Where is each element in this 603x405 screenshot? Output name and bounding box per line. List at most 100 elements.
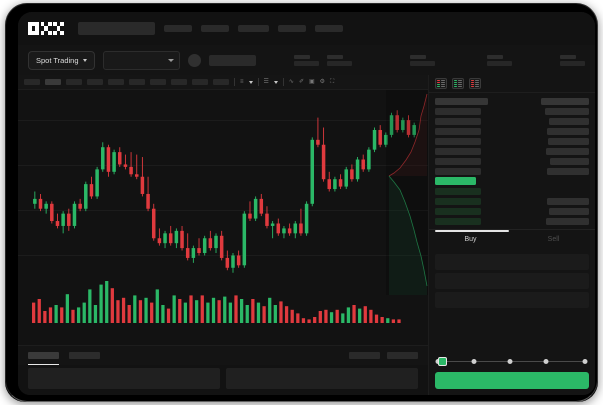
ask-size xyxy=(545,108,589,115)
bid-price xyxy=(435,218,481,225)
market-subheader: Spot Trading xyxy=(18,45,595,75)
orderbook-ask-row[interactable] xyxy=(435,147,589,155)
slider-handle[interactable] xyxy=(438,357,447,366)
interval-6[interactable] xyxy=(150,79,166,85)
bid-price xyxy=(435,198,481,205)
toolbar-divider xyxy=(234,78,235,86)
ask-price xyxy=(435,148,481,155)
orderbook-both-icon[interactable] xyxy=(435,78,447,89)
amount-slider[interactable] xyxy=(435,355,589,369)
stat-value xyxy=(486,61,512,66)
interval-4[interactable] xyxy=(108,79,124,85)
pair-dropdown[interactable] xyxy=(102,50,180,70)
orderbook-ask-row[interactable] xyxy=(435,127,589,135)
ask-price xyxy=(435,118,481,125)
orderbook-col-size xyxy=(541,98,589,105)
active-tab-indicator xyxy=(435,230,509,232)
interval-8[interactable] xyxy=(192,79,208,85)
interval-3[interactable] xyxy=(87,79,103,85)
ask-size xyxy=(547,168,589,175)
pencil-icon[interactable]: ✐ xyxy=(298,79,304,85)
line-tool-icon[interactable]: ∿ xyxy=(288,79,294,85)
chart-toolbar: ≡ ☰ ∿ ✐ ▣ ⚙ ⛶ xyxy=(18,75,428,90)
trading-mode-selector[interactable]: Spot Trading xyxy=(28,50,95,70)
nav-item-1[interactable] xyxy=(201,25,229,32)
order-field-2[interactable] xyxy=(435,292,589,308)
market-stat-1 xyxy=(326,54,352,66)
orders-tab-0[interactable] xyxy=(28,352,59,366)
mode-color-bars xyxy=(471,79,475,88)
mode-color-bars xyxy=(437,79,441,88)
orderbook-ask-row[interactable] xyxy=(435,137,589,145)
price-chart[interactable] xyxy=(18,90,428,345)
chevron-down-icon[interactable] xyxy=(273,80,278,84)
orderbook-table[interactable] xyxy=(429,93,595,229)
order-field-0[interactable] xyxy=(435,254,589,270)
slider-stop-25[interactable] xyxy=(471,358,477,364)
search-input[interactable] xyxy=(78,22,155,35)
mode-grey-bars xyxy=(441,79,445,88)
tab-sell[interactable]: Sell xyxy=(547,236,560,243)
stat-label xyxy=(559,54,576,59)
stat-label xyxy=(326,54,343,59)
orderbook-bids-icon[interactable] xyxy=(452,78,464,89)
camera-icon[interactable]: ▣ xyxy=(308,79,315,85)
settings-icon[interactable]: ⚙ xyxy=(319,79,326,85)
logo-glyph-x xyxy=(53,21,64,36)
orderbook-ask-row[interactable] xyxy=(435,157,589,165)
pair-name-label xyxy=(208,54,256,66)
chart-type-icon[interactable]: ☰ xyxy=(263,79,269,85)
orderbook-bid-row[interactable] xyxy=(435,187,589,195)
orderbook-bid-row[interactable] xyxy=(435,197,589,205)
order-field-1[interactable] xyxy=(435,273,589,289)
orderbook-ask-row[interactable] xyxy=(435,107,589,115)
market-stat-3 xyxy=(486,54,512,66)
nav-item-2[interactable] xyxy=(238,25,269,32)
interval-5[interactable] xyxy=(129,79,145,85)
orderbook-bid-row[interactable] xyxy=(435,217,589,225)
order-entry-form xyxy=(429,249,595,353)
orders-panel-1[interactable] xyxy=(226,368,418,389)
app-screen: Spot Trading xyxy=(18,12,595,395)
candlestick-series xyxy=(33,110,416,273)
orders-action-0[interactable] xyxy=(349,352,380,359)
bid-price xyxy=(435,188,481,195)
interval-7[interactable] xyxy=(171,79,187,85)
orderbook-bid-row[interactable] xyxy=(435,207,589,215)
submit-buy-button[interactable] xyxy=(435,372,589,389)
orders-panel-0[interactable] xyxy=(28,368,220,389)
orders-action-1[interactable] xyxy=(387,352,418,359)
orderbook-ask-row[interactable] xyxy=(435,167,589,175)
stat-label xyxy=(293,54,310,59)
ask-size xyxy=(550,158,589,165)
mode-color-bars xyxy=(454,79,458,88)
orderbook-header-row xyxy=(435,97,589,105)
indicator-icon[interactable]: ≡ xyxy=(240,79,244,85)
orderbook-col-price xyxy=(435,98,488,105)
fullscreen-icon[interactable]: ⛶ xyxy=(330,79,335,85)
slider-stop-100[interactable] xyxy=(582,358,588,364)
nav-item-3[interactable] xyxy=(278,25,306,32)
interval-9[interactable] xyxy=(213,79,229,85)
orderbook-ask-row[interactable] xyxy=(435,117,589,125)
slider-track xyxy=(438,361,587,363)
interval-1[interactable] xyxy=(45,79,61,85)
slider-stop-50[interactable] xyxy=(507,358,513,364)
orderbook-asks-icon[interactable] xyxy=(469,78,481,89)
chevron-down-icon xyxy=(167,58,174,62)
orders-tab-1[interactable] xyxy=(69,352,100,359)
stat-value xyxy=(559,61,585,66)
orderbook-column: Buy Sell xyxy=(429,75,595,395)
bid-size xyxy=(546,218,589,225)
okx-logo-icon[interactable] xyxy=(28,21,64,36)
stat-label xyxy=(409,54,426,59)
slider-stop-75[interactable] xyxy=(543,358,549,364)
nav-item-0[interactable] xyxy=(164,25,192,32)
ask-size xyxy=(548,138,589,145)
interval-2[interactable] xyxy=(66,79,82,85)
nav-item-4[interactable] xyxy=(315,25,343,32)
interval-0[interactable] xyxy=(24,79,40,85)
chevron-down-icon[interactable] xyxy=(248,80,253,84)
tab-buy[interactable]: Buy xyxy=(464,236,477,243)
